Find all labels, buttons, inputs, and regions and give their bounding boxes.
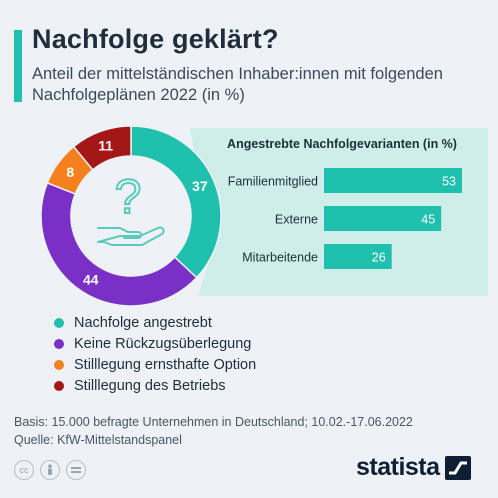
- bar-category-label: Familienmitglied: [228, 175, 318, 189]
- bar-chart: Familienmitglied 53 Externe 45 Mitarbeitende…: [228, 168, 462, 269]
- cc-icon[interactable]: cc: [14, 460, 34, 480]
- bar: [324, 244, 392, 269]
- legend-item: Keine Rückzugsüberlegung: [54, 333, 256, 354]
- accent-bar: [14, 30, 22, 102]
- donut-slice: [40, 181, 198, 307]
- license-icons: cc: [14, 460, 86, 480]
- legend-swatch: [54, 338, 64, 349]
- equals-icon[interactable]: [66, 460, 86, 480]
- logo-mark-icon: [444, 455, 471, 480]
- donut-chart: 37 44 8 11: [40, 125, 222, 307]
- legend-swatch: [54, 380, 64, 391]
- page-subtitle: Anteil der mittelständischen Inhaber:inn…: [32, 65, 443, 104]
- bar-category-label: Mitarbeitende: [242, 251, 318, 265]
- question-mark-icon: ?: [115, 171, 142, 224]
- donut-slice-label: 44: [83, 271, 99, 287]
- statista-logo[interactable]: statista: [356, 453, 471, 482]
- donut-hole: [72, 157, 190, 275]
- hand-question-icon: ?: [97, 170, 165, 246]
- bar: [324, 206, 442, 231]
- bar-category-label: Externe: [275, 213, 318, 227]
- legend-item: Stilllegung ernsthafte Option: [54, 354, 256, 375]
- bar-value-label: 26: [372, 251, 386, 265]
- bar-value-label: 53: [442, 175, 456, 189]
- legend-label: Nachfolge angestrebt: [74, 314, 212, 331]
- bar-value-label: 45: [421, 213, 435, 227]
- legend-item: Nachfolge angestrebt: [54, 312, 256, 333]
- bar: [324, 168, 462, 193]
- donut-slice-label: 8: [66, 164, 74, 180]
- open-hand-icon: [97, 226, 165, 246]
- legend-item: Stilllegung des Betriebs: [54, 375, 256, 396]
- footer-basis: Basis: 15.000 befragte Unternehmen in De…: [14, 415, 413, 429]
- legend-label: Stilllegung ernsthafte Option: [74, 356, 257, 373]
- legend-label: Stilllegung des Betriebs: [74, 377, 226, 394]
- donut-slice: [130, 125, 222, 279]
- page-title: Nachfolge geklärt?: [32, 24, 279, 54]
- bar-chart-title: Angestrebte Nachfolgevarianten (in %): [227, 137, 457, 151]
- legend-label: Keine Rückzugsüberlegung: [74, 335, 252, 352]
- footer: Basis: 15.000 befragte Unternehmen in De…: [14, 413, 413, 449]
- legend-swatch: [54, 317, 64, 328]
- logo-text: statista: [356, 453, 440, 481]
- footer-source: Quelle: KfW-Mittelstandspanel: [14, 433, 182, 447]
- person-icon[interactable]: [40, 460, 60, 480]
- donut-slice-label: 11: [98, 137, 113, 153]
- donut-slice: [72, 125, 132, 171]
- legend: Nachfolge angestrebt Keine Rückzugsüberl…: [54, 312, 256, 396]
- donut-slice-label: 37: [192, 178, 208, 194]
- legend-swatch: [54, 359, 64, 370]
